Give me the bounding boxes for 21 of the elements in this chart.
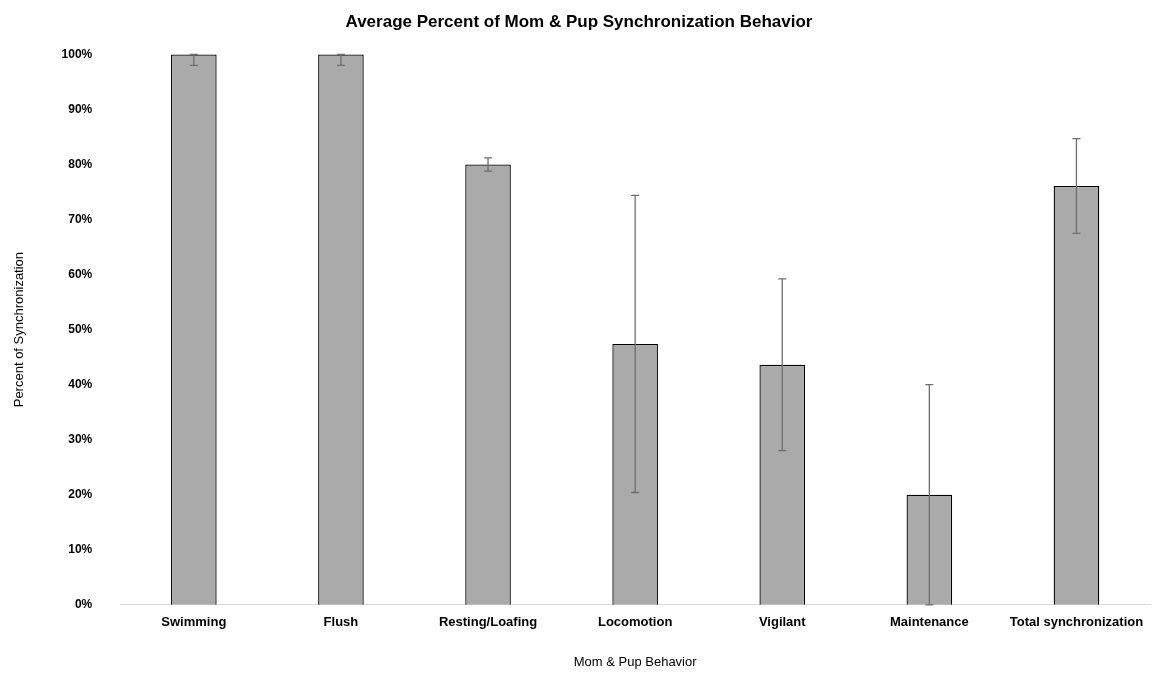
x-axis-title: Mom & Pup Behavior — [573, 653, 698, 669]
y-axis-title: Percent of Synchronization — [11, 251, 27, 408]
y-tick-label: 90% — [68, 101, 93, 116]
y-tick-label: 20% — [68, 487, 93, 502]
y-tick-label: 30% — [68, 431, 93, 446]
chart-title: Average Percent of Mom & Pup Synchronization Behavior — [345, 11, 813, 31]
y-tick-label: 10% — [68, 542, 93, 557]
x-tick-label: Resting/Loafing — [438, 614, 538, 630]
x-tick-label: Swimming — [161, 614, 227, 630]
x-tick-label: Flush — [323, 614, 359, 630]
x-tick-label: Total synchronization — [1009, 614, 1144, 630]
x-tick-label: Locomotion — [597, 614, 673, 630]
x-tick-label: Vigilant — [758, 614, 807, 630]
y-tick-label: 70% — [68, 211, 93, 226]
x-tick-label: Maintenance — [889, 614, 969, 630]
y-tick-label: 100% — [61, 46, 93, 61]
y-tick-label: 50% — [68, 321, 93, 336]
y-tick-label: 40% — [68, 376, 93, 391]
y-tick-label: 80% — [68, 156, 93, 171]
y-tick-label: 60% — [68, 266, 93, 281]
y-tick-label: 0% — [74, 597, 93, 612]
